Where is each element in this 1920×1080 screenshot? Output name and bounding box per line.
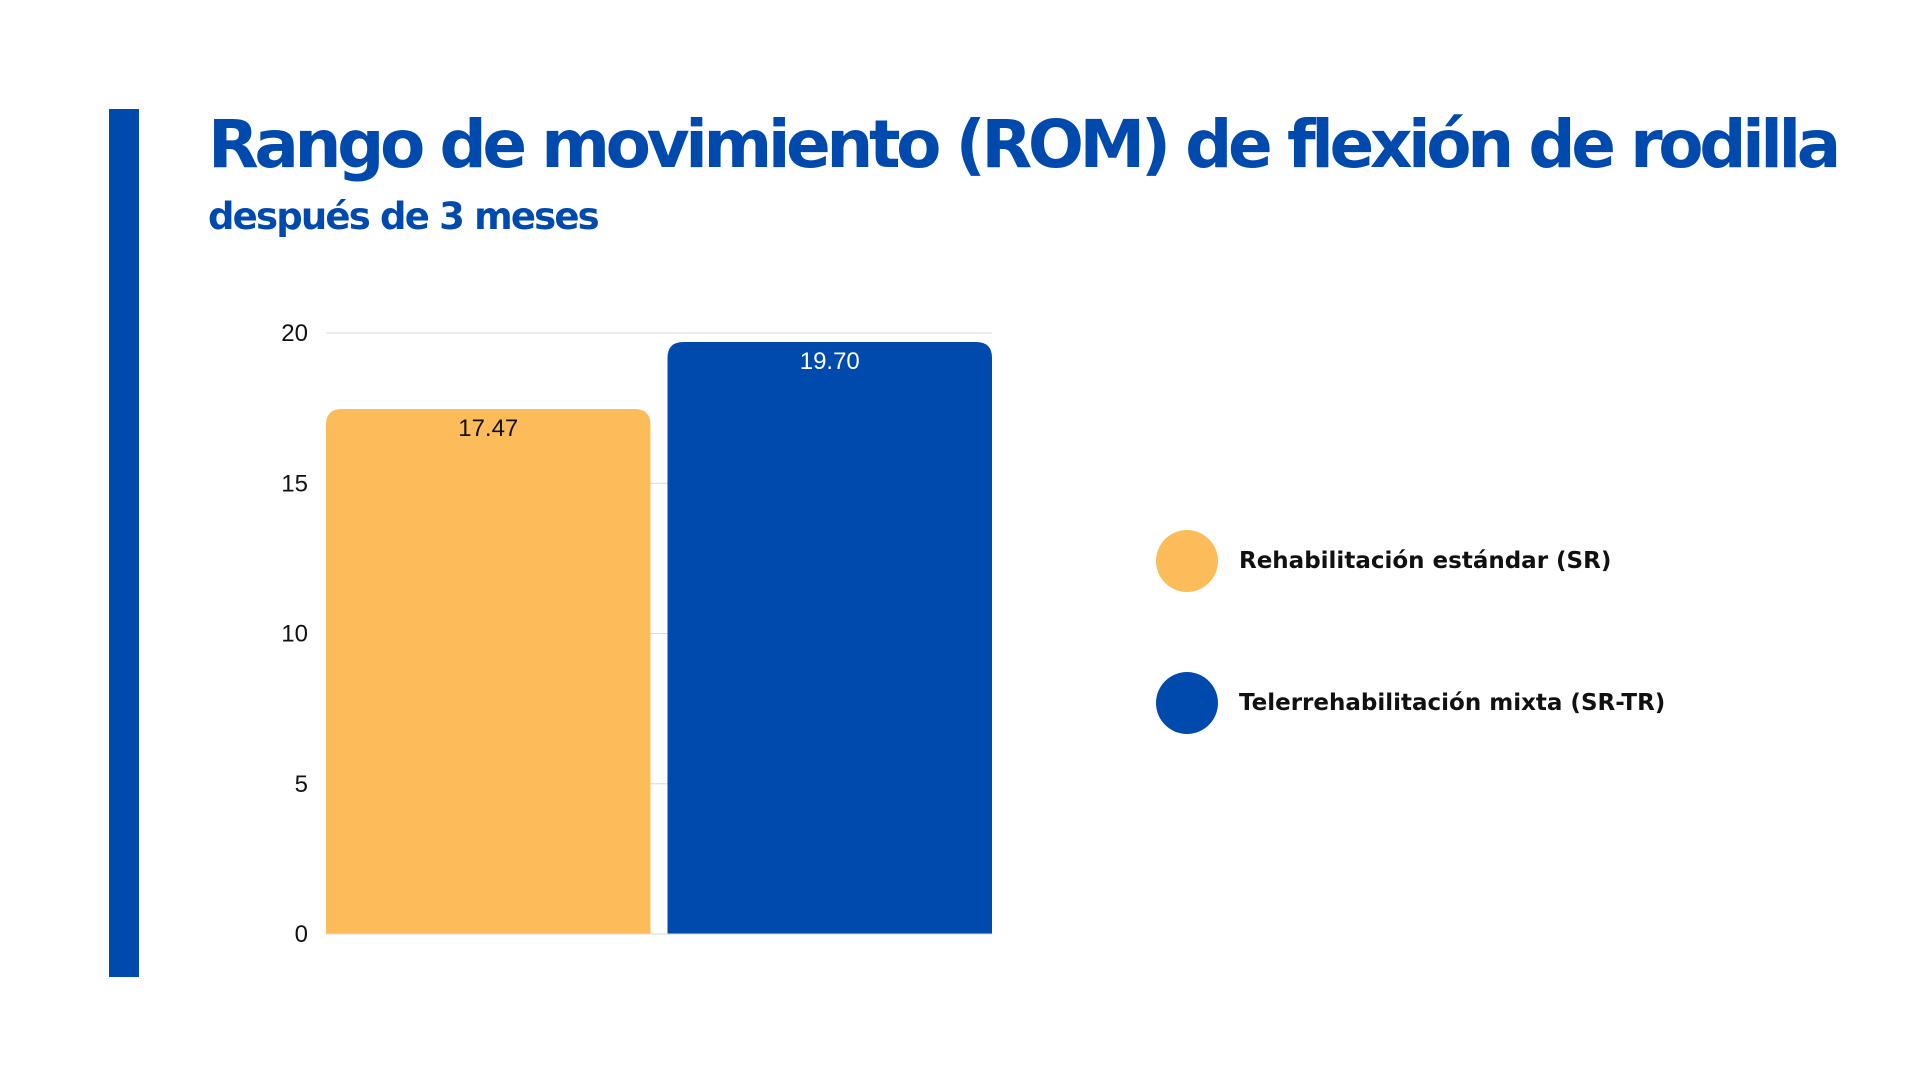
y-tick-label: 0: [295, 921, 308, 948]
y-tick-label: 20: [281, 320, 308, 347]
chart-subtitle: después de 3 meses: [208, 195, 600, 238]
bar-chart: 0 5 10 15 20 17.47 19.70: [281, 320, 992, 948]
legend-item-sr: Rehabilitación estándar (SR): [1156, 530, 1665, 592]
accent-bar: [109, 109, 139, 977]
legend-item-srtr: Telerrehabilitación mixta (SR-TR): [1156, 672, 1665, 734]
legend: Rehabilitación estándar (SR) Telerrehabi…: [1156, 530, 1665, 814]
bar: [326, 409, 651, 934]
y-tick-label: 10: [281, 621, 308, 648]
data-label: 17.47: [458, 415, 518, 442]
y-tick-label: 5: [295, 771, 308, 798]
legend-label-sr: Rehabilitación estándar (SR): [1239, 548, 1612, 574]
data-label: 19.70: [800, 348, 860, 375]
chart-title: Rango de movimiento (ROM) de flexión de …: [208, 106, 1841, 183]
legend-swatch-srtr: [1156, 672, 1218, 734]
bar: [667, 342, 992, 934]
legend-label-srtr: Telerrehabilitación mixta (SR-TR): [1239, 690, 1666, 716]
legend-swatch-sr: [1156, 530, 1218, 592]
y-tick-label: 15: [281, 470, 308, 497]
